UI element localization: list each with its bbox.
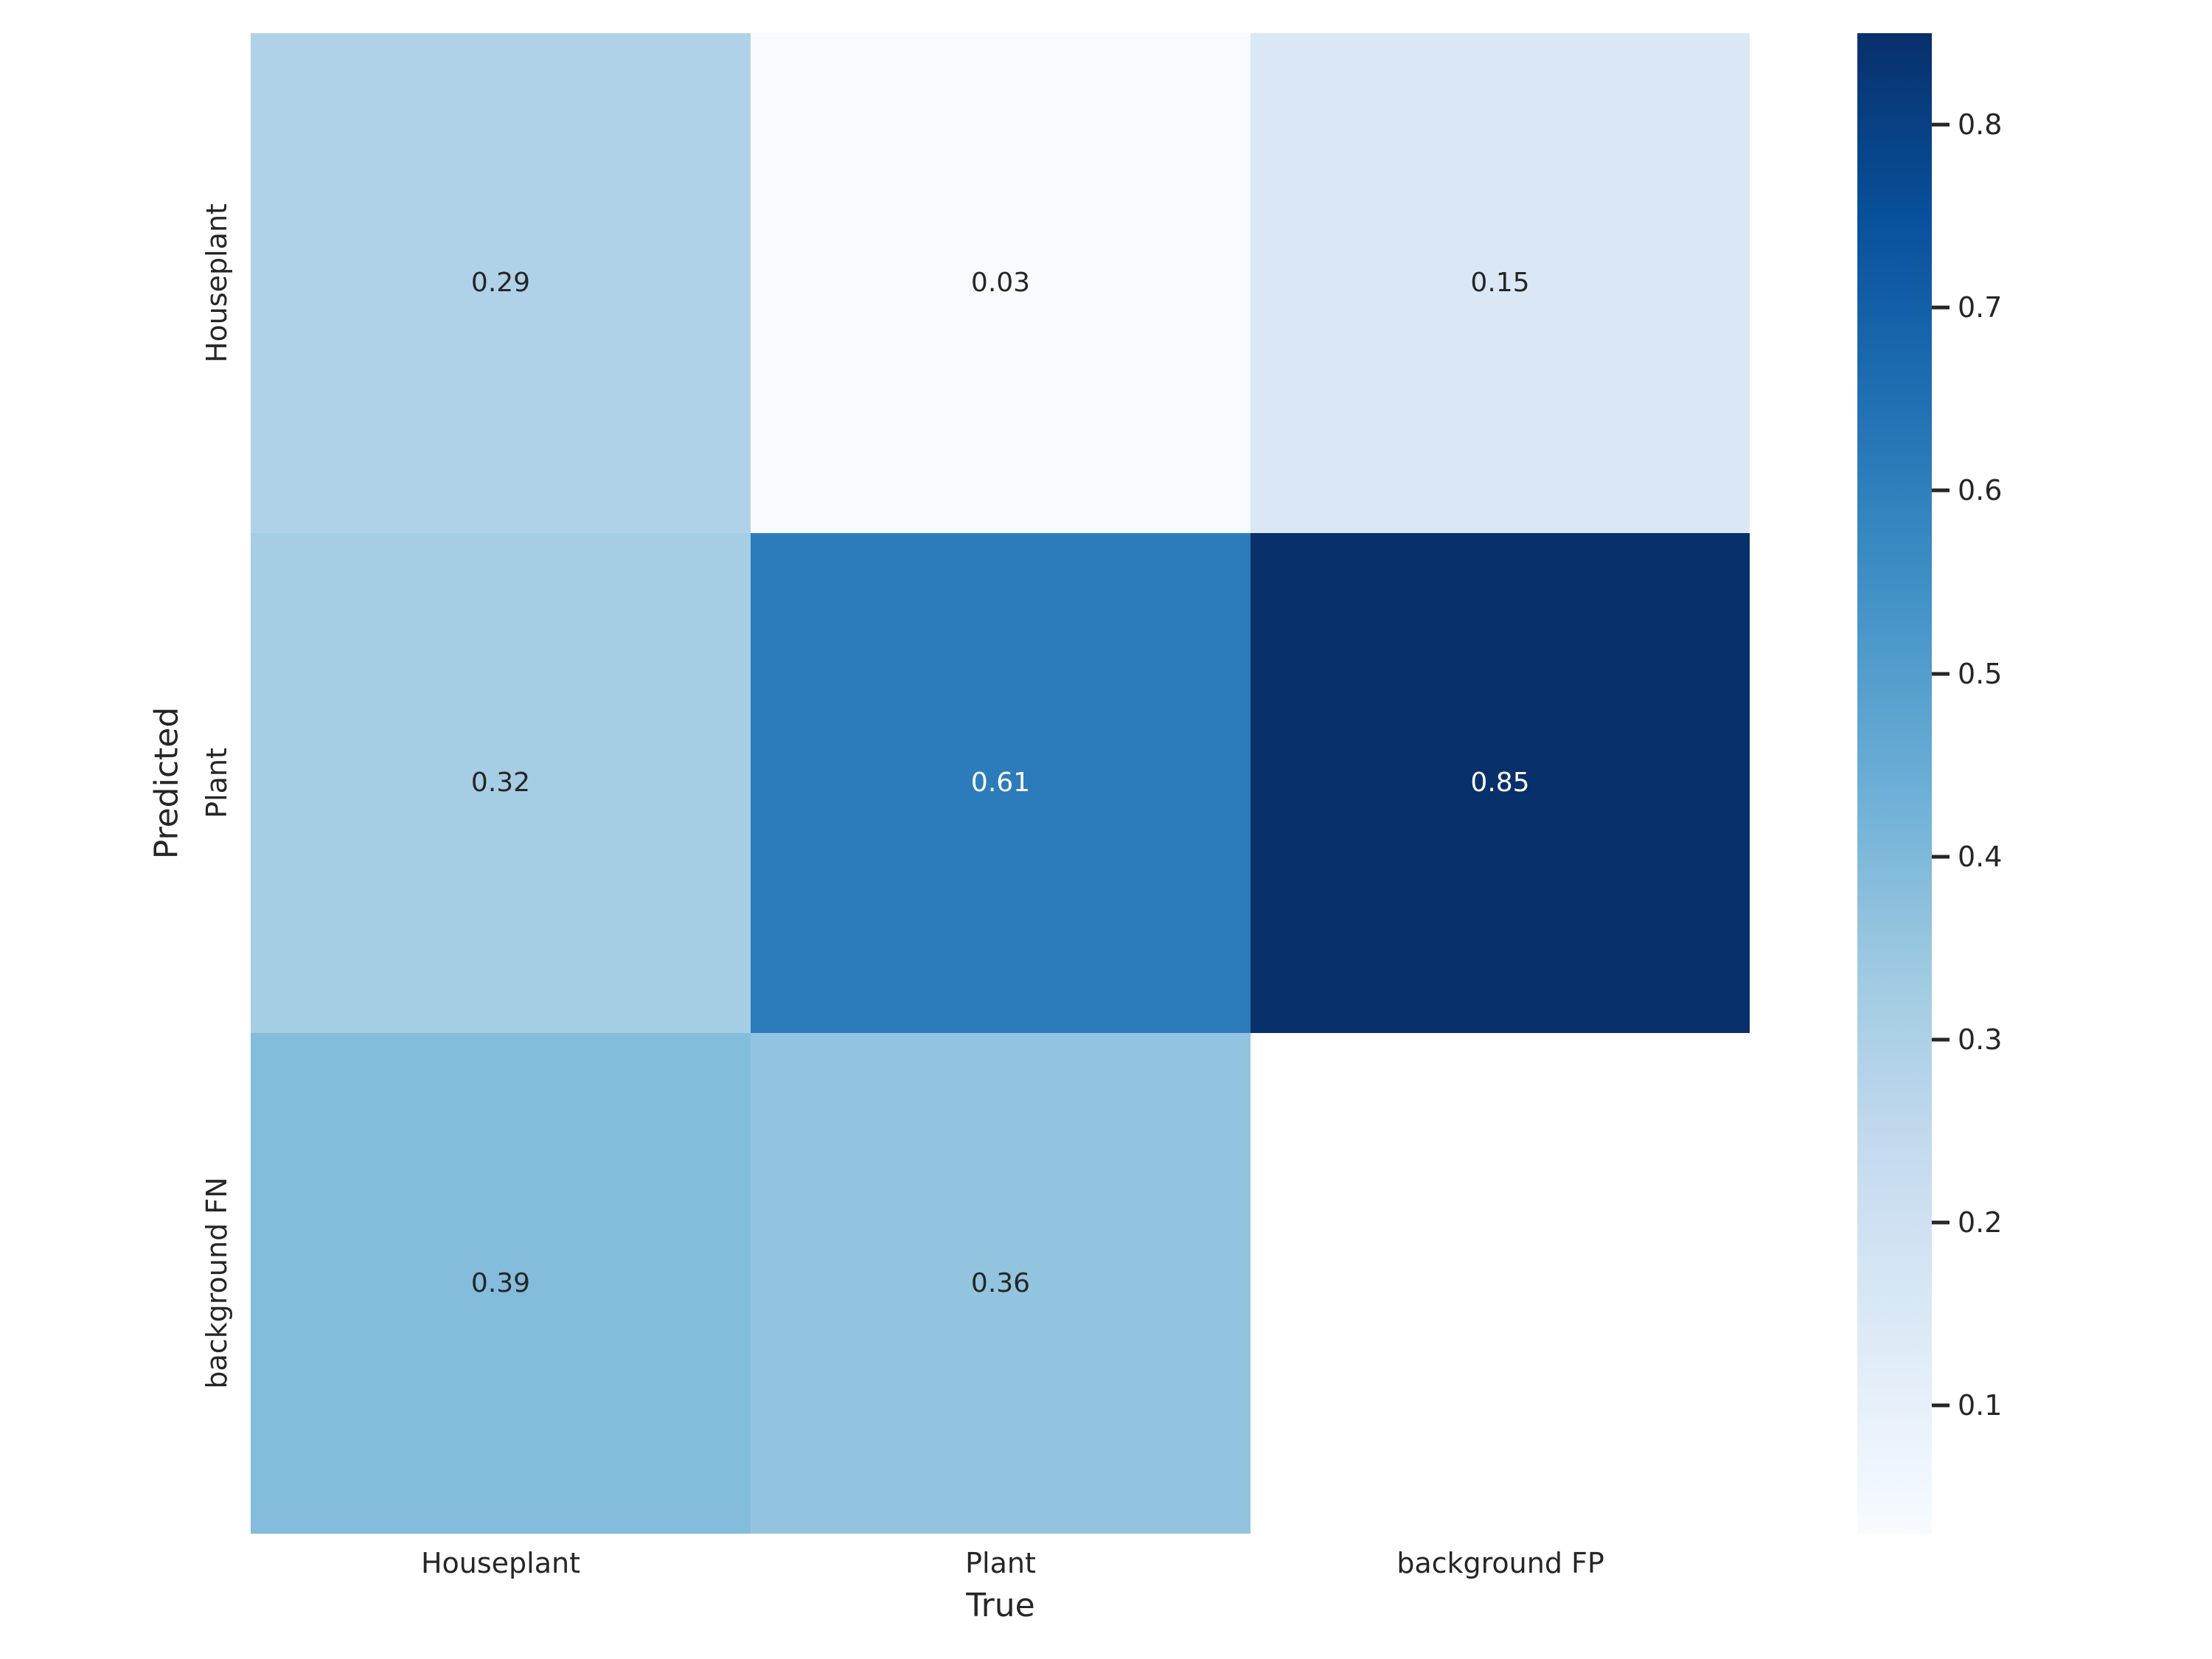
- heatmap-cell: 0.36: [751, 1033, 1251, 1534]
- colorbar-tick-label: 0.2: [1958, 1206, 2003, 1239]
- colorbar-tick-mark: [1932, 122, 1950, 127]
- x-tick-houseplant: Houseplant: [420, 1547, 581, 1579]
- colorbar-tick-label: 0.4: [1958, 840, 2003, 873]
- y-tick-background-fn: background FN: [201, 1177, 234, 1389]
- heatmap-cell: 0.61: [751, 533, 1251, 1033]
- x-axis-label: True: [966, 1587, 1035, 1624]
- cell-annotation: 0.36: [970, 1267, 1031, 1298]
- heatmap-cell: 0.29: [251, 33, 751, 533]
- cell-annotation: 0.29: [470, 268, 531, 298]
- colorbar-tick-mark: [1932, 488, 1950, 493]
- cell-annotation: 0.32: [470, 768, 531, 798]
- colorbar-tick-mark: [1932, 1220, 1950, 1225]
- colorbar-tick-mark: [1932, 672, 1950, 676]
- x-tick-plant: Plant: [965, 1547, 1036, 1579]
- heatmap-cell: 0.03: [751, 33, 1251, 533]
- cell-annotation: 0.15: [1470, 268, 1530, 298]
- heatmap-cell: 0.15: [1251, 33, 1750, 533]
- heatmap-cell: 0.32: [251, 533, 751, 1033]
- heatmap-cell: [1251, 1033, 1750, 1534]
- colorbar-tick-label: 0.6: [1958, 474, 2003, 507]
- colorbar-tick-mark: [1932, 1037, 1950, 1042]
- cell-annotation: 0.85: [1470, 768, 1530, 798]
- heatmap-cell: 0.39: [251, 1033, 751, 1534]
- heatmap-cell: 0.85: [1251, 533, 1750, 1033]
- cell-annotation: 0.03: [970, 268, 1031, 298]
- colorbar-tick-mark: [1932, 305, 1950, 310]
- colorbar-tick-mark: [1932, 855, 1950, 859]
- heatmap-grid: 0.29 0.03 0.15 0.32 0.61 0.85 0.39 0.36: [251, 33, 1750, 1534]
- colorbar-gradient: [1857, 33, 1932, 1534]
- cell-annotation: 0.61: [970, 768, 1031, 798]
- colorbar-tick-label: 0.8: [1958, 108, 2003, 142]
- colorbar-tick-mark: [1932, 1403, 1950, 1408]
- x-tick-background-fp: background FP: [1397, 1547, 1604, 1579]
- colorbar-tick-label: 0.5: [1958, 657, 2003, 690]
- y-tick-plant: Plant: [201, 748, 234, 818]
- y-axis-label: Predicted: [147, 706, 186, 860]
- cell-annotation: 0.39: [470, 1267, 531, 1298]
- y-tick-houseplant: Houseplant: [201, 203, 234, 364]
- colorbar-tick-label: 0.7: [1958, 291, 2003, 324]
- colorbar-tick-label: 0.1: [1958, 1389, 2003, 1422]
- colorbar-tick-label: 0.3: [1958, 1023, 2003, 1056]
